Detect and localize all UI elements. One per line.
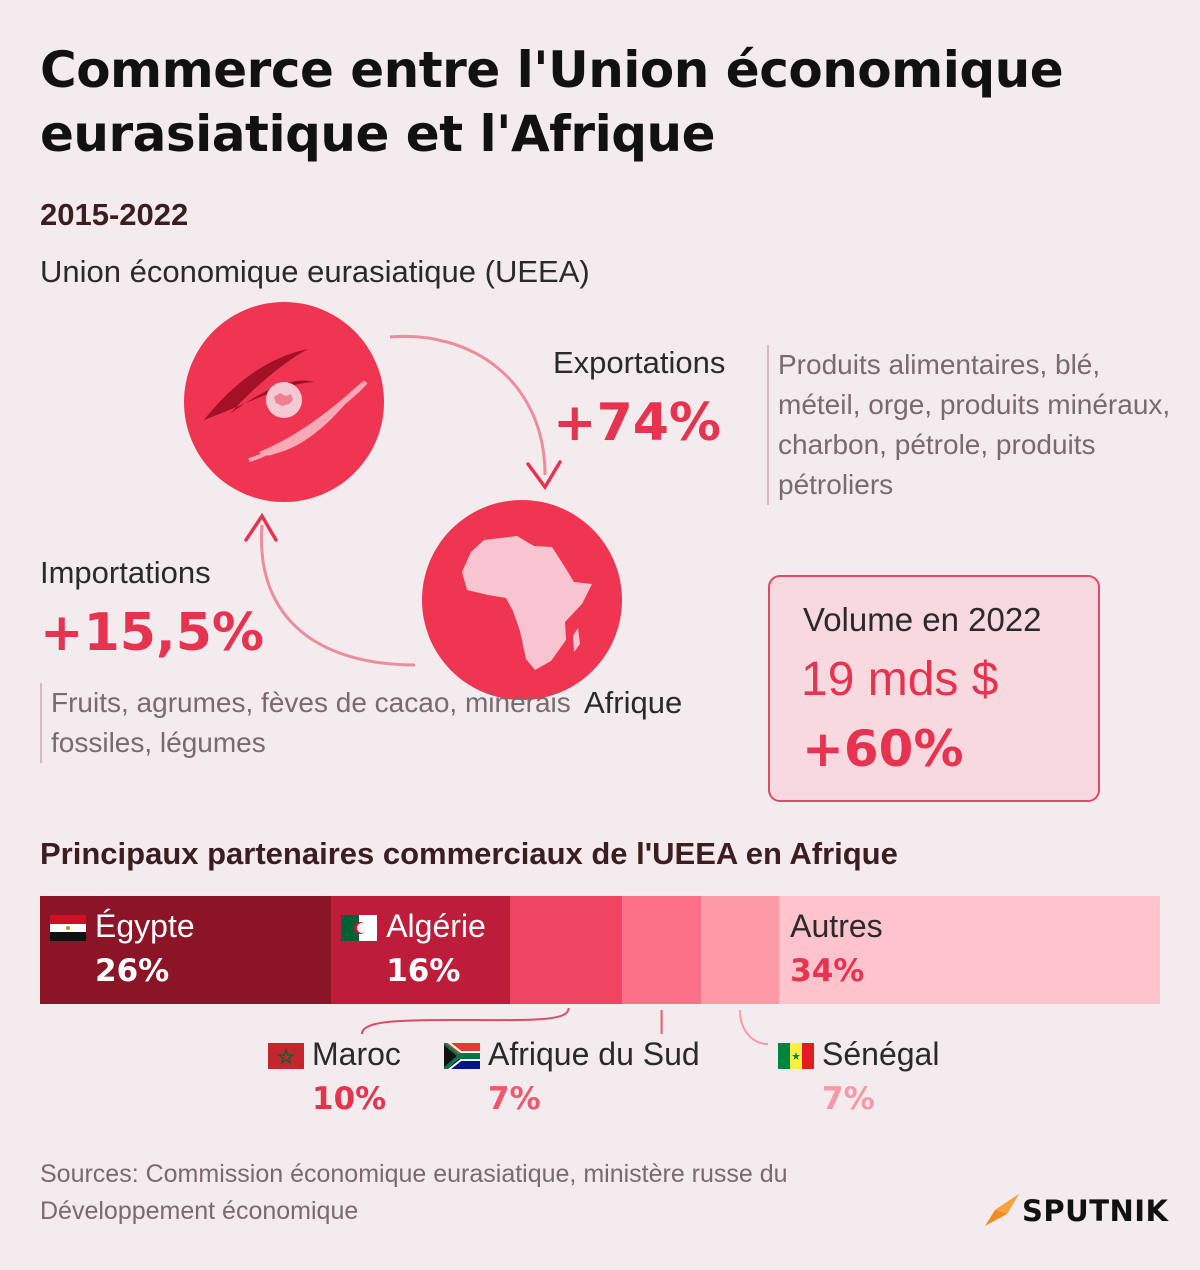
- category-label: Égypte: [95, 908, 195, 944]
- partners-title: Principaux partenaires commerciaux de l'…: [40, 836, 898, 871]
- bar-segment-2: [510, 896, 623, 1004]
- volume-box: [768, 575, 1100, 802]
- exports-description: Produits alimentaires, blé, méteil, orge…: [767, 345, 1187, 505]
- imports-label: Importations: [40, 555, 211, 590]
- morocco-flag-icon: [268, 1043, 304, 1069]
- category-label: Maroc: [312, 1036, 401, 1072]
- ueea-logo-icon: [204, 349, 368, 462]
- category-label: Algérie: [386, 908, 486, 944]
- value-label: 7%: [488, 1081, 541, 1117]
- imports-change: +15,5%: [40, 603, 264, 663]
- volume-change: +60%: [802, 720, 964, 778]
- value-label: 16%: [386, 953, 461, 989]
- bar-segment-3: [622, 896, 701, 1004]
- value-label: 7%: [822, 1081, 875, 1117]
- sputnik-logo: SPUTNIK: [1022, 1194, 1169, 1228]
- egypt-flag-icon: [50, 915, 86, 941]
- bar-segment-0: Égypte 26%: [40, 896, 332, 1004]
- value-label: 34%: [790, 953, 865, 989]
- ueea-label: Union économique eurasiatique (UEEA): [40, 254, 590, 289]
- category-label: Afrique du Sud: [488, 1036, 700, 1072]
- africa-map-icon: [462, 536, 592, 670]
- export-arrow: [389, 334, 547, 476]
- segment-connectors: [361, 1007, 769, 1045]
- value-label: 26%: [95, 953, 170, 989]
- sources-note: Sources: Commission économique eurasiati…: [40, 1160, 788, 1225]
- senegal-flag-icon: [778, 1043, 814, 1069]
- bar-segment-4: [700, 896, 780, 1004]
- bar-segment-5: Autres 34%: [779, 896, 1160, 1004]
- bar-segment-1: Algérie 16%: [331, 896, 511, 1004]
- flow-arrows: [244, 334, 562, 667]
- south-africa-flag-icon: [443, 1040, 481, 1072]
- imports-description: Fruits, agrumes, fèves de cacao, minerai…: [40, 683, 580, 763]
- category-label: Sénégal: [822, 1036, 940, 1072]
- import-arrowhead: [244, 512, 278, 542]
- exports-change: +74%: [553, 393, 722, 453]
- africa-label: Afrique: [584, 685, 683, 720]
- import-arrow: [260, 524, 416, 667]
- africa-circle: [422, 500, 622, 700]
- page-title: Commerce entre l'Union économique eurasi…: [40, 41, 1064, 163]
- category-label: Autres: [790, 908, 883, 944]
- period-label: 2015-2022: [40, 197, 189, 232]
- export-arrowhead: [526, 460, 562, 491]
- value-label: 10%: [312, 1081, 387, 1117]
- algeria-flag-icon: [341, 915, 378, 941]
- connector-senegal: [739, 1009, 769, 1045]
- exports-label: Exportations: [553, 345, 726, 380]
- partners-stacked-bar: Égypte 26% Algérie 16% Autres 34%: [40, 896, 1160, 1004]
- volume-label: Volume en 2022: [803, 601, 1042, 638]
- connector-maroc: [361, 1007, 570, 1035]
- ueea-circle: [184, 302, 384, 502]
- volume-value: 19 mds $: [801, 653, 999, 706]
- sputnik-logo-icon: [985, 1194, 1019, 1226]
